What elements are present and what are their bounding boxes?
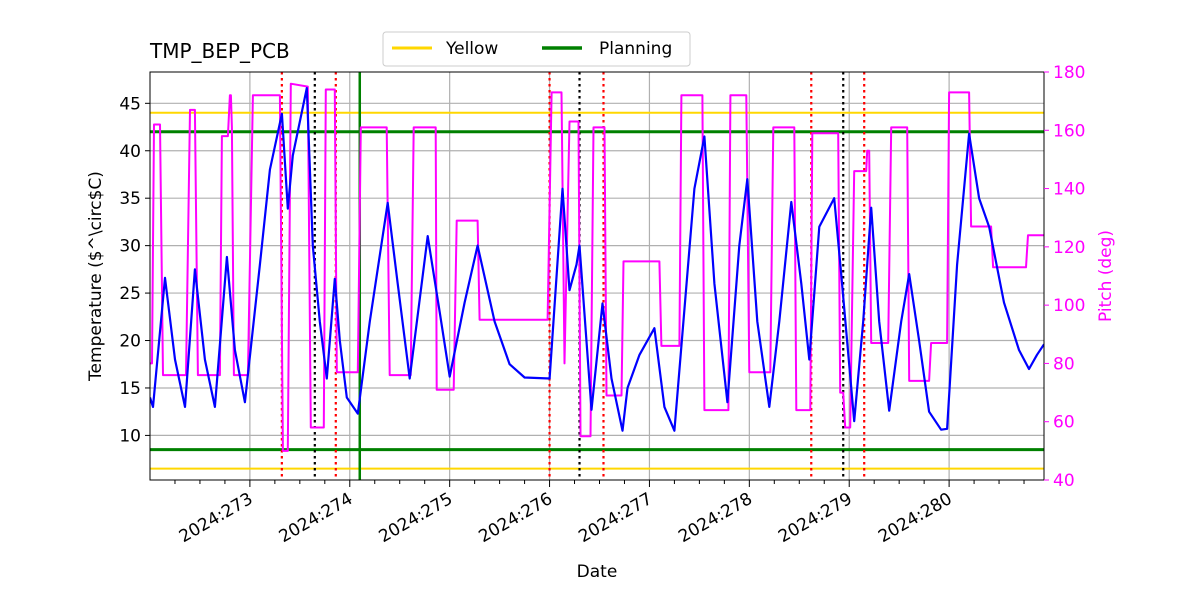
- left-tick-label: 10: [119, 426, 141, 446]
- series-lines: [150, 82, 1044, 452]
- left-tick-label: 30: [119, 237, 141, 257]
- left-tick-label: 15: [119, 379, 141, 399]
- limit-lines: [150, 111, 1044, 470]
- left-tick-label: 40: [119, 142, 141, 162]
- right-tick-label: 140: [1053, 180, 1085, 200]
- plot-frame: [149, 71, 1045, 481]
- right-tick-label: 80: [1053, 354, 1075, 374]
- left-tick-label: 20: [119, 332, 141, 352]
- right-axis-label: Pitch (deg): [1096, 230, 1116, 322]
- legend-box: [382, 31, 691, 67]
- left-axis: 10 15 20 25 30 35 40 45: [119, 94, 150, 446]
- right-tick-label: 40: [1053, 471, 1075, 491]
- right-tick-label: 60: [1053, 413, 1075, 433]
- chart-title: TMP_BEP_PCB: [149, 39, 290, 63]
- x-axis-label: Date: [577, 562, 618, 582]
- right-tick-label: 100: [1053, 296, 1085, 316]
- temperature-series-line: [150, 86, 1044, 432]
- legend-planning-label: Planning: [599, 39, 672, 59]
- left-tick-label: 45: [119, 94, 141, 114]
- left-tick-label: 25: [119, 284, 141, 304]
- right-tick-label: 120: [1053, 238, 1085, 258]
- legend-yellow-label: Yellow: [445, 39, 498, 59]
- left-axis-label: Temperature ($^\circ$C): [86, 171, 106, 382]
- right-tick-label: 160: [1053, 121, 1085, 141]
- legend: Yellow Planning: [382, 31, 691, 67]
- pitch-series-line: [150, 82, 1044, 452]
- right-tick-label: 180: [1053, 63, 1085, 83]
- right-axis: 40 60 80 100 120 140 160 180: [1044, 63, 1085, 491]
- left-tick-label: 35: [119, 189, 141, 209]
